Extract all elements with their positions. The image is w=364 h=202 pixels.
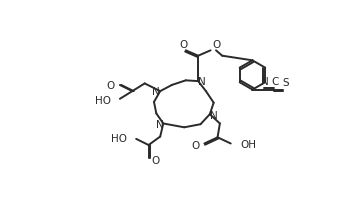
Text: O: O xyxy=(106,81,114,90)
Text: O: O xyxy=(152,155,160,165)
Text: S: S xyxy=(282,78,289,88)
Text: N: N xyxy=(153,87,160,97)
Text: O: O xyxy=(212,40,220,49)
Text: OH: OH xyxy=(240,140,256,149)
Text: N: N xyxy=(155,120,163,130)
Text: N: N xyxy=(261,76,269,86)
Text: HO: HO xyxy=(111,134,127,143)
Text: C: C xyxy=(271,76,278,86)
Text: N: N xyxy=(210,110,218,120)
Text: O: O xyxy=(191,140,200,150)
Text: O: O xyxy=(179,40,187,49)
Text: N: N xyxy=(198,77,206,87)
Text: HO: HO xyxy=(95,95,111,105)
